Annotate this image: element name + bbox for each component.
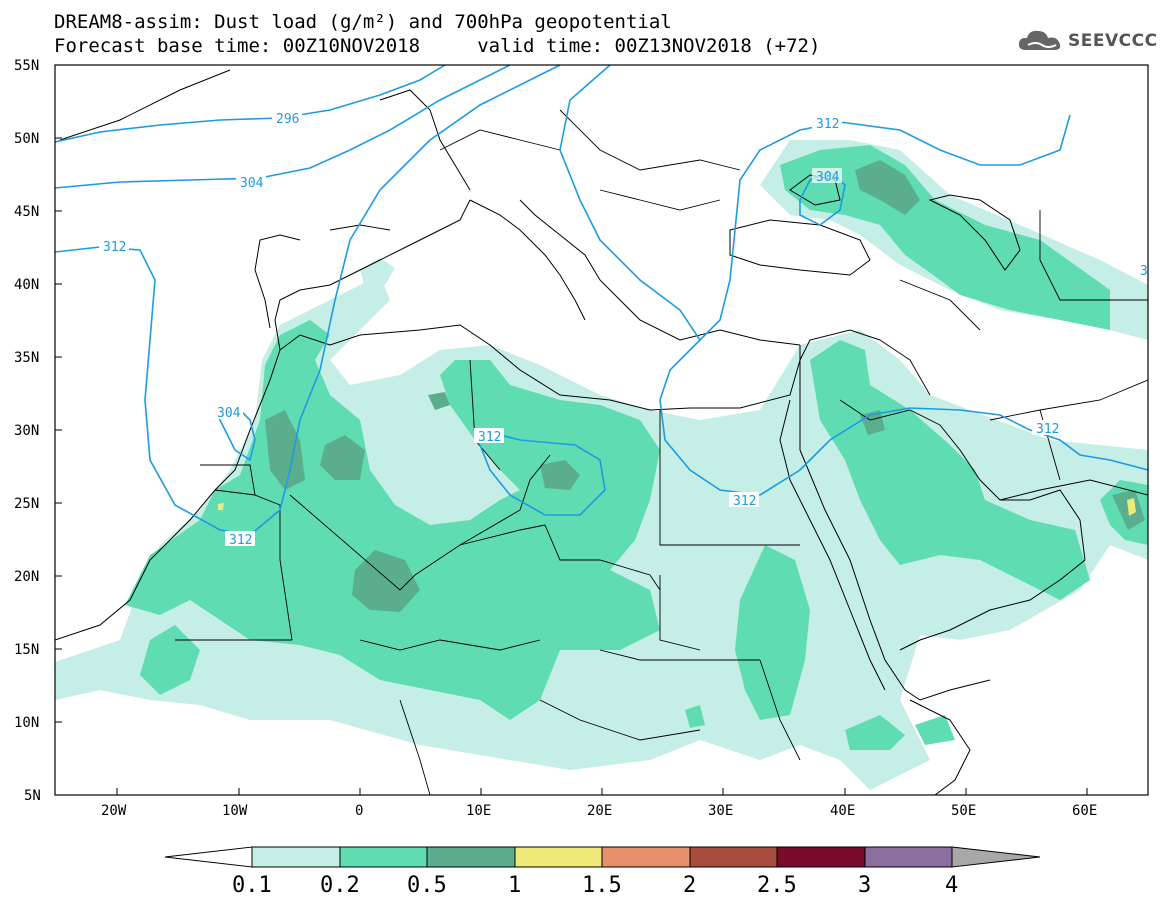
latitude-axis: 55N 50N 45N 40N 35N 30N 25N 20N 15N 10N …: [14, 58, 62, 804]
colorbar-label: 0.5: [407, 873, 447, 898]
contour-label: 304: [217, 406, 241, 421]
lon-label: 20W: [101, 803, 127, 819]
lon-label: 10E: [466, 803, 491, 819]
colorbar-swatch: [339, 846, 428, 868]
dust-level-0-2: [735, 545, 810, 720]
lat-label: 30N: [14, 423, 39, 439]
dust-level-0-2: [125, 320, 660, 720]
cloud-icon: [1018, 30, 1061, 50]
lat-label: 20N: [14, 569, 39, 585]
colorbar-label: 3: [858, 873, 871, 898]
colorbar-label: 0.2: [320, 873, 360, 898]
coastlines: [55, 69, 1148, 795]
contour-312-south: [659, 339, 1148, 496]
lat-label: 50N: [14, 131, 39, 147]
chart-subtitle: Forecast base time: 00Z10NOV2018 valid t…: [54, 35, 821, 57]
colorbar-label: 4: [945, 873, 958, 898]
colorbar-swatch: [601, 846, 691, 868]
lat-label: 35N: [14, 350, 39, 366]
longitude-axis: 20W 10W 0 10E 20E 30E 40E 50E 60E: [101, 788, 1097, 819]
lat-label: 5N: [24, 788, 41, 804]
dust-level-0-5: [428, 392, 450, 410]
dust-level-0-5: [860, 410, 885, 435]
dust-level-0-2: [810, 340, 1090, 600]
colorbar-label: 1.5: [582, 873, 622, 898]
contour-312-east: [559, 65, 1071, 342]
seevccc-logo: SEEVCCC: [1018, 28, 1158, 54]
colorbar-label: 2: [683, 873, 696, 898]
colorbar-swatch: [426, 846, 516, 868]
contour-label: 312: [816, 117, 839, 132]
contour-label: 312: [103, 240, 126, 255]
dust-level-0-2: [915, 715, 955, 745]
chart-title: DREAM8-assim: Dust load (g/m²) and 700hP…: [54, 11, 672, 33]
lon-label: 60E: [1072, 803, 1097, 819]
country-borders: [175, 109, 1148, 795]
lon-label: 30E: [708, 803, 733, 819]
dust-level-0-5: [320, 435, 365, 480]
lon-label: 20E: [587, 803, 612, 819]
colorbar-label: 1: [508, 873, 521, 898]
lat-label: 45N: [14, 204, 39, 220]
lon-label: 40E: [830, 803, 855, 819]
colorbar: 0.1 0.2 0.5 1 1.5 2 2.5 3 4: [164, 846, 1041, 898]
dust-level-0-5: [540, 460, 580, 490]
dust-level-0-2: [140, 625, 200, 695]
colorbar-swatch: [689, 846, 778, 868]
colorbar-swatch: [864, 846, 953, 868]
lon-label: 10W: [222, 803, 248, 819]
dust-level-1: [218, 503, 224, 510]
logo-text: SEEVCCC: [1068, 31, 1158, 51]
lat-label: 55N: [14, 58, 39, 74]
dust-level-0-5: [855, 160, 920, 215]
colorbar-swatch-above: [951, 846, 1041, 868]
contour-312-west: [55, 65, 561, 536]
lon-label: 50E: [951, 803, 976, 819]
contour-label: 304: [816, 170, 840, 185]
colorbar-label: 2.5: [757, 873, 797, 898]
dust-level-0-5: [352, 550, 420, 612]
dust-level-0-2: [685, 705, 705, 728]
lat-label: 25N: [14, 496, 39, 512]
colorbar-swatch: [776, 846, 866, 868]
contour-label: 312: [229, 533, 252, 548]
lon-label: 0: [355, 803, 363, 819]
dust-level-0-1: [360, 258, 395, 288]
contour-label: 304: [240, 176, 264, 191]
contour-label: 3: [1140, 264, 1148, 279]
colorbar-swatch: [514, 846, 603, 868]
colorbar-swatch-below: [164, 846, 253, 868]
lat-label: 40N: [14, 277, 39, 293]
contour-304-north: [55, 65, 511, 189]
contour-312-center: [479, 429, 606, 516]
contour-label: 312: [733, 494, 756, 509]
dust-level-0-2: [845, 715, 905, 750]
colorbar-label: 0.1: [232, 873, 272, 898]
contour-label: 312: [478, 430, 501, 445]
lat-label: 10N: [14, 715, 39, 731]
contour-labels: 296 304 312 304 312 312 312 312 304 312 …: [99, 110, 1148, 548]
contour-label: 312: [1036, 422, 1059, 437]
contour-label: 296: [276, 112, 299, 127]
dust-level-0-5: [265, 410, 305, 490]
dust-level-1: [1127, 498, 1136, 516]
geopotential-contours: [55, 65, 1148, 536]
colorbar-swatch: [251, 846, 341, 868]
lat-label: 15N: [14, 642, 39, 658]
contour-296: [55, 65, 446, 143]
dust-load-shading: [55, 140, 1148, 790]
